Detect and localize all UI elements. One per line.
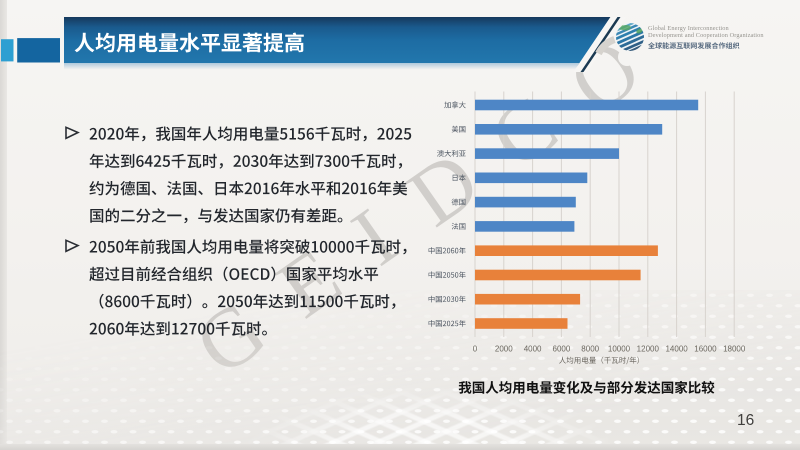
svg-text:16000: 16000 <box>694 345 717 354</box>
svg-text:18000: 18000 <box>723 345 746 354</box>
svg-text:10000: 10000 <box>608 345 631 354</box>
svg-text:12000: 12000 <box>637 345 660 354</box>
svg-text:8000: 8000 <box>581 345 599 354</box>
svg-text:4000: 4000 <box>524 345 542 354</box>
svg-text:6000: 6000 <box>553 345 571 354</box>
svg-text:0: 0 <box>473 345 478 354</box>
svg-text:14000: 14000 <box>665 345 688 354</box>
svg-text:2000: 2000 <box>495 345 513 354</box>
